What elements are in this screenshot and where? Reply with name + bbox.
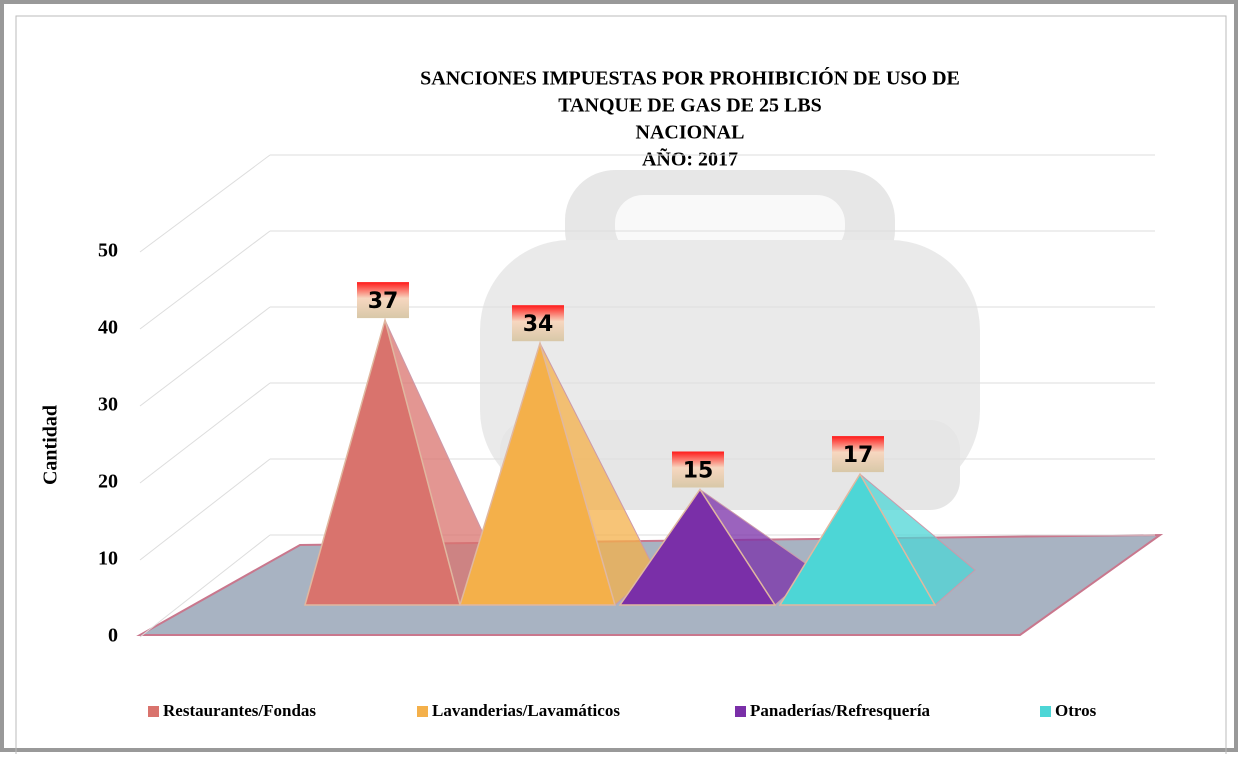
chart: Cantidad Restaurantes/Fondas Lavanderias/…	[0, 0, 1240, 754]
y-tick-label: 50	[98, 240, 118, 262]
legend-swatch	[417, 706, 428, 717]
y-tick-label: 0	[108, 625, 118, 647]
legend-swatch	[1040, 706, 1051, 717]
legend-swatch	[148, 706, 159, 717]
chart-title: AÑO: 2017	[642, 148, 738, 171]
chart-title: NACIONAL	[636, 122, 745, 144]
y-tick-label: 40	[98, 317, 118, 339]
chart-title: TANQUE DE GAS DE 25 LBS	[558, 95, 822, 117]
data-label: 15	[683, 459, 714, 484]
chart-title: SANCIONES IMPUESTAS POR PROHIBICIÓN DE U…	[420, 66, 960, 90]
legend-label: Panaderías/Refresquería	[750, 701, 931, 720]
y-tick-label: 30	[98, 394, 118, 416]
data-label: 37	[368, 289, 399, 314]
y-axis-title: Cantidad	[40, 405, 62, 485]
y-tick-label: 10	[98, 548, 118, 570]
legend-label: Otros	[1055, 701, 1097, 720]
legend-swatch	[735, 706, 746, 717]
y-tick-label: 20	[98, 471, 118, 493]
data-label: 17	[843, 443, 874, 468]
data-label: 34	[523, 312, 554, 337]
legend-label: Lavanderias/Lavamáticos	[432, 701, 620, 720]
legend-label: Restaurantes/Fondas	[163, 701, 316, 720]
